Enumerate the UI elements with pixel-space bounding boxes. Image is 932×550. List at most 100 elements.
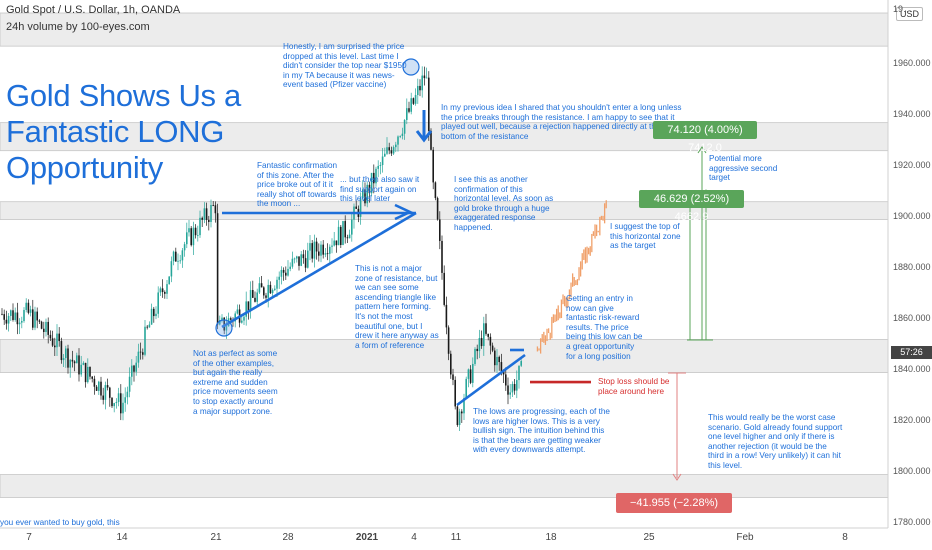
y-tick-label: 1780.000 [893, 517, 931, 527]
candle-body [364, 189, 366, 204]
candle-body [498, 356, 500, 363]
candle-body [285, 272, 287, 276]
y-tick-label: 1920.000 [893, 160, 931, 170]
candle-body [390, 150, 393, 154]
candle-body [172, 251, 175, 262]
candle-body [199, 217, 201, 236]
horizontal-zone [0, 474, 889, 498]
candle-body [403, 119, 406, 134]
candle-body [313, 241, 316, 259]
candle-body [386, 147, 388, 154]
candle-body [58, 333, 60, 342]
y-tick-label: 1800.000 [893, 466, 931, 476]
x-tick-label: 2021 [355, 532, 379, 543]
candle-body [133, 365, 135, 372]
candle-body [505, 374, 507, 386]
candle-body [513, 384, 516, 391]
candle-body [126, 391, 129, 398]
candle-body [205, 208, 208, 220]
candle-body [122, 402, 124, 414]
candle-body [379, 165, 382, 166]
candle-body [29, 309, 32, 313]
candle-body [144, 326, 146, 355]
candle-body [38, 320, 41, 322]
y-tick-label: 1820.000 [893, 415, 931, 425]
candle-body [252, 290, 254, 298]
candle-body [23, 309, 25, 322]
candle-body [168, 276, 170, 285]
candle-body [395, 144, 397, 148]
candle-body [263, 287, 265, 296]
candle-body [381, 156, 384, 166]
candle-body [210, 204, 212, 222]
candle-body [135, 362, 137, 372]
candle-body [298, 256, 300, 266]
note-previous-idea: In my previous idea I shared that you sh… [441, 103, 682, 141]
candle-body [355, 206, 357, 209]
candle-body [265, 295, 267, 298]
candle-body [124, 397, 126, 403]
candle-body [483, 323, 485, 347]
y-tick-label: 1880.000 [893, 262, 931, 272]
top-circle [402, 58, 420, 76]
candle-body [115, 401, 118, 404]
candle-body [408, 108, 410, 112]
candle-body [76, 355, 78, 364]
candle-body [3, 314, 5, 320]
candle-body [291, 258, 294, 267]
x-tick-label: 28 [282, 532, 294, 543]
currency-badge[interactable]: USD [896, 7, 924, 21]
candle-body [428, 77, 430, 131]
candle-body [164, 292, 166, 294]
candle-body [56, 333, 58, 348]
candle-body [375, 168, 377, 184]
candle-body [373, 172, 375, 184]
candle-body [384, 153, 386, 157]
arrow-icon [394, 203, 414, 221]
candle-body [419, 85, 421, 91]
x-tick-label: 11 [450, 532, 462, 543]
candle-body [414, 95, 417, 104]
candle-body [439, 219, 441, 241]
candle-body [445, 304, 448, 328]
candle-body [425, 77, 428, 79]
candle-body [18, 322, 21, 325]
target-1-label[interactable]: 46.629 (2.52%) 4662.9 [639, 190, 744, 223]
candle-body [159, 288, 162, 293]
volume-indicator-label[interactable]: 24h volume by 100-eyes.com [6, 21, 150, 33]
candle-body [241, 320, 243, 323]
candle-body [219, 320, 221, 325]
candle-body [485, 323, 487, 334]
candle-body [148, 324, 151, 328]
target-2-label[interactable]: 74.120 (4.00%) 7412.0 [653, 121, 757, 154]
chevron-up-icon [697, 146, 707, 154]
candle-body [351, 219, 353, 235]
candle-body [47, 321, 49, 335]
candle-body [320, 244, 322, 256]
candle-body [434, 182, 437, 199]
horizontal-zones [0, 12, 889, 498]
candle-body [469, 369, 472, 383]
stop-loss-label[interactable]: −41.955 (−2.28%) −4195.5 [616, 493, 732, 529]
candle-body [1, 313, 3, 315]
candle-body [489, 336, 492, 346]
candle-body [62, 358, 65, 361]
annotation-drawings [215, 58, 713, 481]
candle-body [324, 253, 327, 255]
down-arrow-icon [415, 110, 433, 143]
horizontal-zone [0, 201, 889, 220]
candle-body [175, 251, 177, 262]
candle-body [432, 149, 434, 183]
chevron-down-icon [672, 473, 682, 481]
candle-body [441, 240, 443, 273]
candle-body [318, 251, 320, 256]
idea-title: Gold Shows Us a Fantastic LONG Opportuni… [6, 78, 241, 185]
note-confirmation: Fantastic confirmation of this zone. Aft… [257, 161, 338, 209]
candle-body [458, 411, 461, 426]
candle-body [507, 385, 509, 395]
candle-body [256, 292, 258, 302]
x-tick-label: Feb [736, 532, 754, 543]
candle-body [69, 359, 71, 368]
candle-body [370, 172, 373, 194]
